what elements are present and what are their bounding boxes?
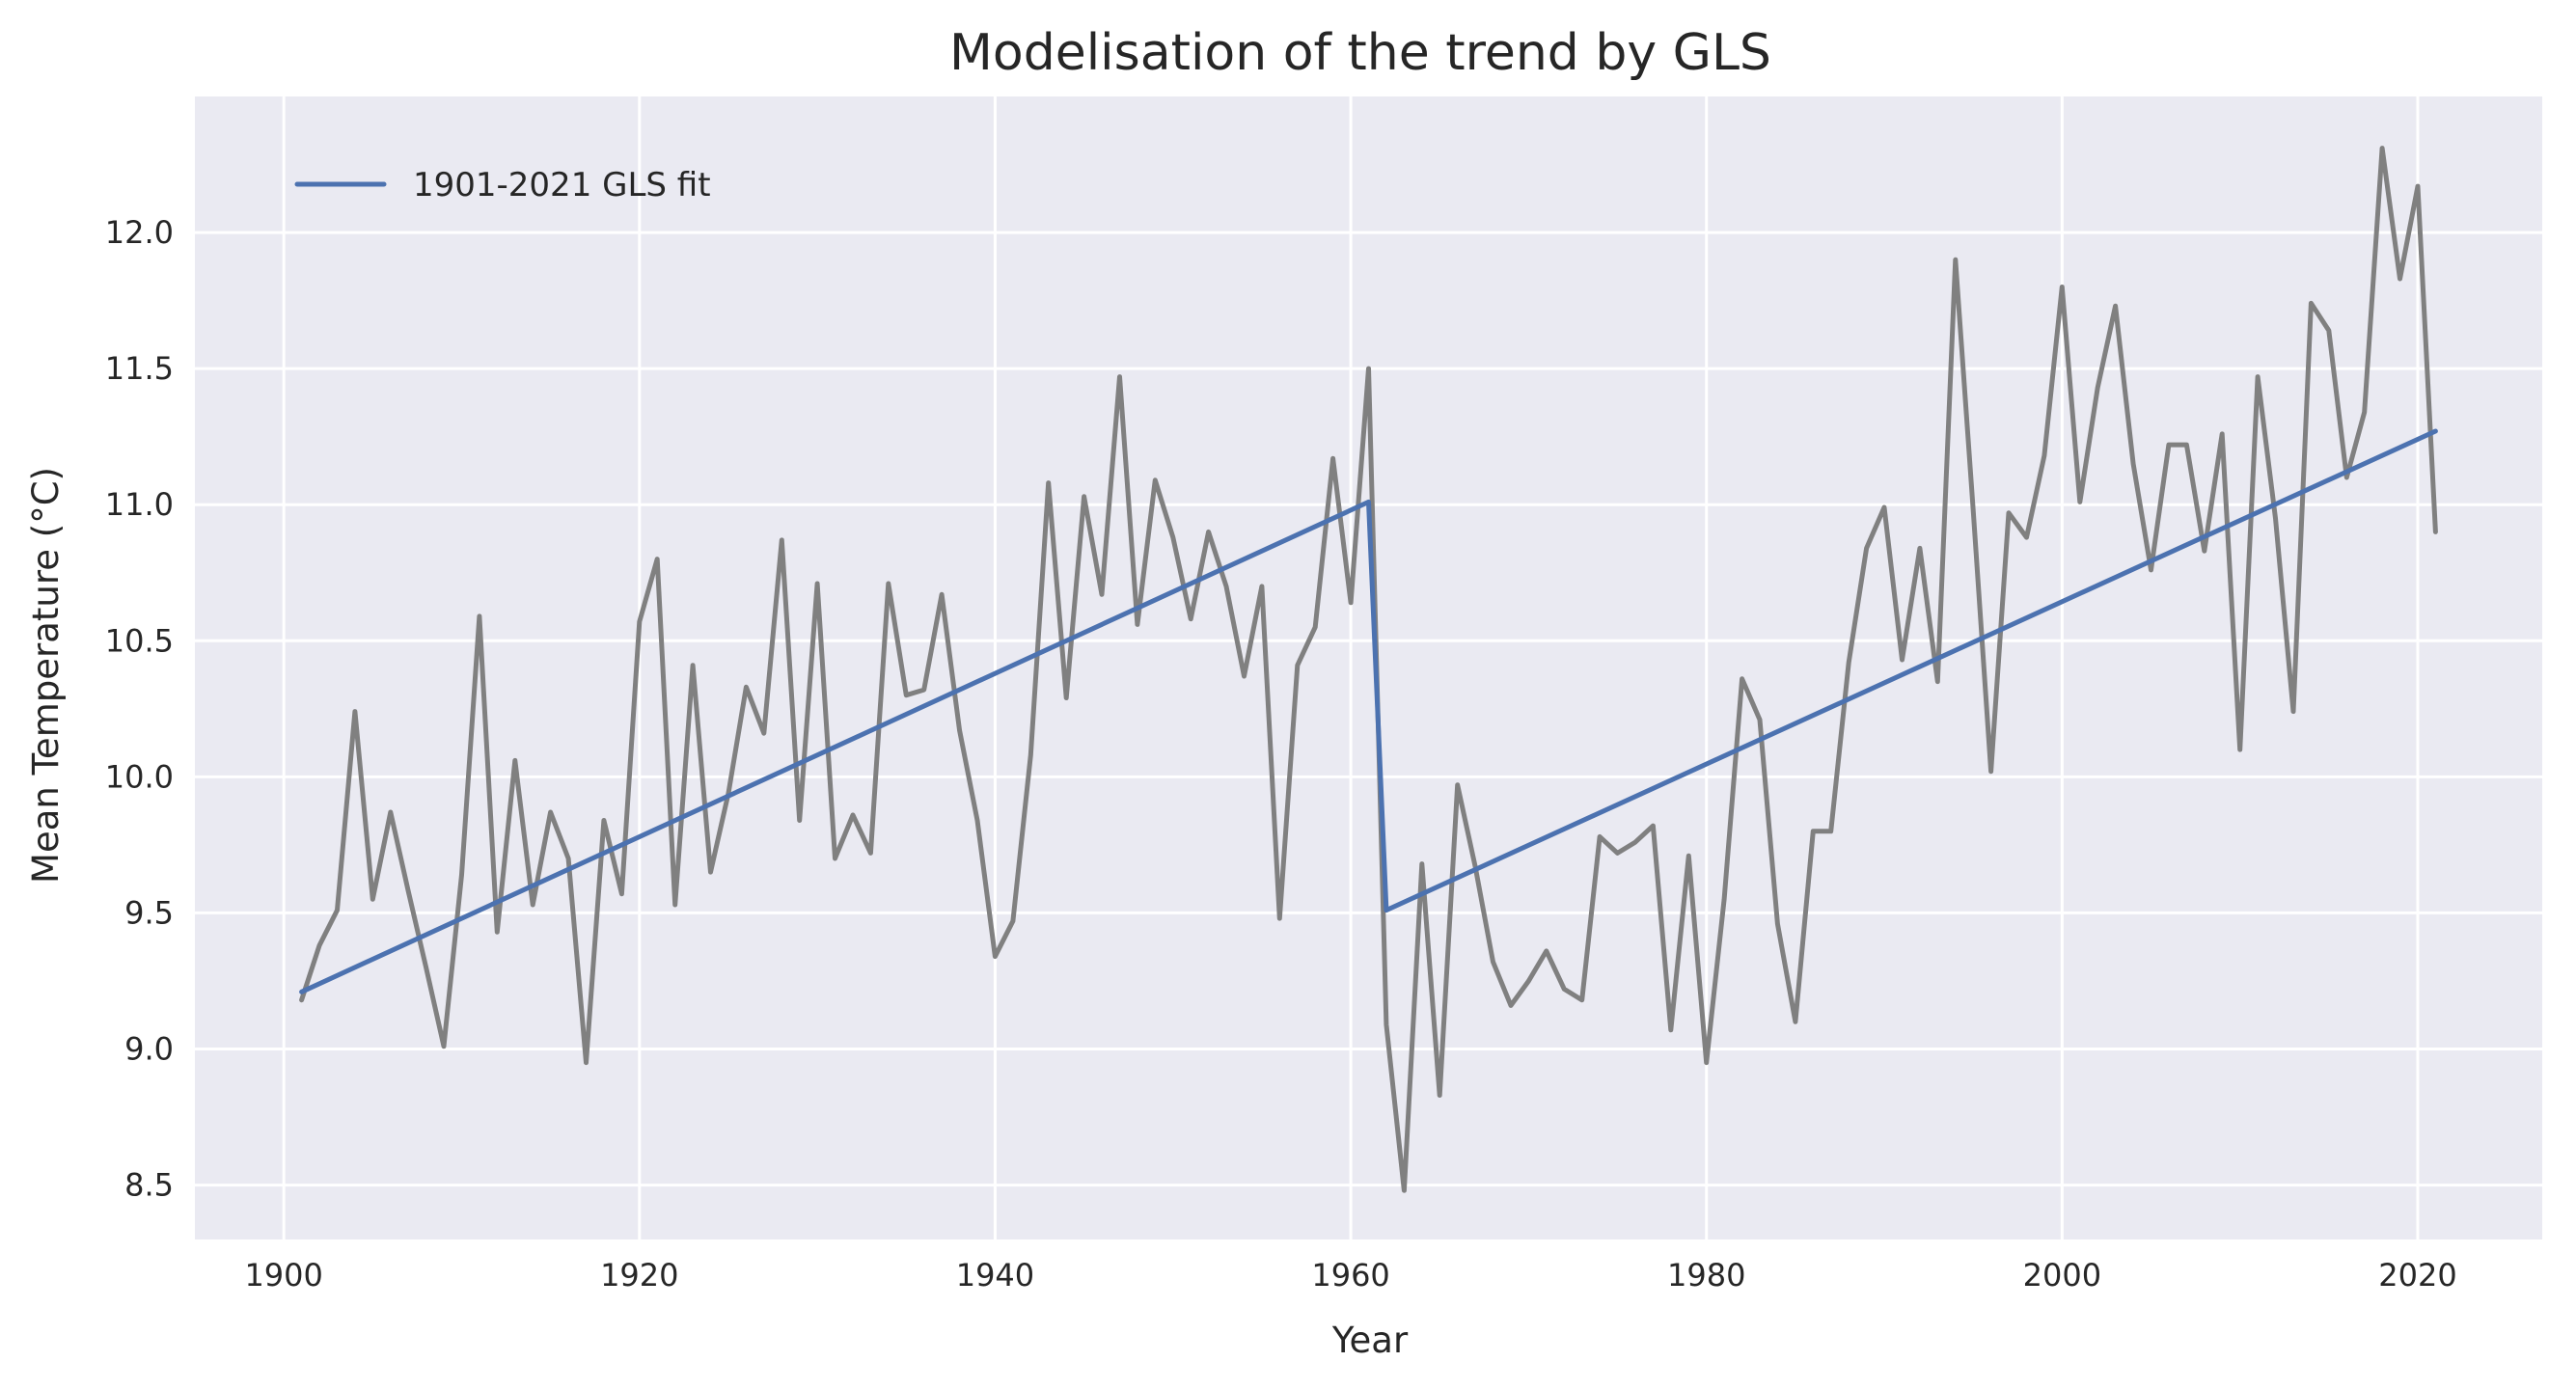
legend-label-gls-fit: 1901-2021 GLS fit — [413, 166, 711, 204]
tick-labels: 1900 1920 1940 1960 1980 2000 2020 8.5 9.0 9.5 10.… — [105, 214, 2457, 1294]
y-tick-label: 12.0 — [105, 214, 174, 251]
y-tick-label: 10.5 — [105, 622, 174, 659]
y-tick-label: 11.5 — [105, 350, 174, 387]
x-tick-label: 1900 — [244, 1257, 322, 1294]
x-tick-label: 2020 — [2378, 1257, 2456, 1294]
plot-area — [195, 96, 2542, 1239]
x-tick-label: 1920 — [600, 1257, 678, 1294]
x-axis-label: Year — [1331, 1320, 1409, 1361]
x-tick-label: 1940 — [956, 1257, 1034, 1294]
y-tick-label: 9.5 — [124, 894, 174, 931]
x-tick-label: 2000 — [2023, 1257, 2101, 1294]
y-tick-label: 9.0 — [124, 1031, 174, 1068]
chart-title: Modelisation of the trend by GLS — [949, 24, 1771, 82]
y-tick-label: 11.0 — [105, 486, 174, 523]
y-tick-label: 10.0 — [105, 758, 174, 795]
x-tick-label: 1980 — [1667, 1257, 1745, 1294]
series-layer — [299, 146, 2438, 1193]
y-tick-label: 8.5 — [124, 1167, 174, 1204]
y-axis-label: Mean Temperature (°C) — [25, 467, 67, 884]
observed-temperature-line — [299, 146, 2438, 1193]
legend: 1901-2021 GLS fit — [294, 166, 711, 204]
gls-fit-line — [299, 428, 2438, 994]
x-tick-label: 1960 — [1311, 1257, 1389, 1294]
